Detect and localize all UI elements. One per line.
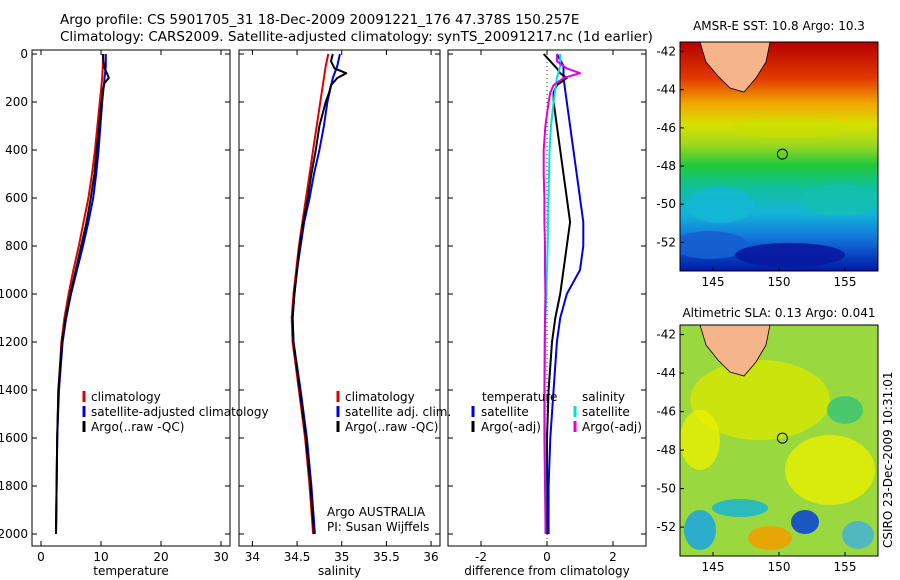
argo-float-marker <box>776 432 788 444</box>
map-y-tick-label: -42 <box>656 328 676 342</box>
map-y-tick-label: -50 <box>656 197 676 211</box>
sla-patch <box>827 396 863 424</box>
map-x-tick-label: 145 <box>702 275 725 289</box>
sla-patch <box>680 410 720 470</box>
y-tick-label: 400 <box>5 143 28 157</box>
map-x-tick-label: 145 <box>702 560 725 574</box>
map-axes: AMSR-E SST: 10.8 Argo: 10.3 145 150 155 -42 -… <box>656 19 875 574</box>
x-tick-label: 35.5 <box>373 550 400 564</box>
series-line-argo-raw-qc- <box>291 53 348 535</box>
series-line-temperature-satellite <box>547 53 585 534</box>
x-tick-label: 20 <box>153 550 168 564</box>
legend-label: climatology <box>91 390 161 404</box>
series-line-climatology <box>55 53 105 535</box>
map-y-tick-label: -48 <box>656 443 676 457</box>
y-tick-label: 1400 <box>0 383 28 397</box>
map-y-tick-label: -42 <box>656 45 676 59</box>
legend-label: Argo(..raw -QC) <box>345 420 438 434</box>
legend-label: climatology <box>345 390 415 404</box>
y-tick-label: 800 <box>5 239 28 253</box>
map-x-tick-label: 155 <box>834 275 857 289</box>
legend-label: Argo(-adj) <box>582 420 642 434</box>
y-tick-label: 600 <box>5 191 28 205</box>
y-tick-label: 1800 <box>0 479 28 493</box>
y-tick-label: 1200 <box>0 335 28 349</box>
sla-map-panel <box>679 324 879 557</box>
sst-patch <box>730 118 850 138</box>
x-tick-label: 34.5 <box>284 550 311 564</box>
salinity-axes-frame <box>238 49 441 547</box>
sst_map-title: AMSR-E SST: 10.8 Argo: 10.3 <box>693 19 865 33</box>
x-axis-label: difference from climatology <box>464 564 630 578</box>
map-y-tick-label: -46 <box>656 405 676 419</box>
map-y-tick-label: -52 <box>656 520 676 534</box>
temperature-axes-frame <box>31 49 231 547</box>
map-y-tick-label: -46 <box>656 121 676 135</box>
sla-patch <box>684 510 716 550</box>
sst-patch <box>735 243 845 267</box>
salinity-panel: 34 34.5 35 35.5 36 salinity climatologysatelli… <box>238 49 451 578</box>
map-x-tick-label: 150 <box>768 275 791 289</box>
legend-heading-salinity: salinity <box>582 390 625 404</box>
y-tick-label: 1600 <box>0 431 28 445</box>
legend-label: Argo(-adj) <box>481 420 541 434</box>
x-tick-label: 30 <box>213 550 228 564</box>
y-tick-label: 200 <box>5 95 28 109</box>
series-line-argo-raw-qc- <box>55 53 110 535</box>
map-x-tick-label: 155 <box>834 560 857 574</box>
sst-patch <box>685 187 755 223</box>
x-axis-label: temperature <box>93 564 168 578</box>
argo-australia-label: Argo AUSTRALIA <box>327 505 426 519</box>
legend-label: satellite <box>582 405 630 419</box>
x-tick-label: 36 <box>423 550 438 564</box>
x-tick-label: 35 <box>334 550 349 564</box>
sla_map-title: Altimetric SLA: 0.13 Argo: 0.041 <box>682 306 875 320</box>
sla-patch <box>785 435 875 505</box>
map-y-tick-label: -50 <box>656 482 676 496</box>
map-x-tick-label: 150 <box>768 560 791 574</box>
legend-label: satellite <box>481 405 529 419</box>
tasmania-coast <box>699 325 771 377</box>
sst-patch <box>680 231 748 259</box>
legend-heading-temperature: temperature <box>482 390 557 404</box>
map-y-tick-label: -48 <box>656 159 676 173</box>
sla-patch <box>842 521 874 549</box>
sla-patch <box>712 499 768 517</box>
temperature-panel: 0 10 20 30 0 200 400 600 800 1000 1200 1400 1600 1800… <box>0 47 269 578</box>
sst-patch <box>800 184 878 216</box>
timestamp-stamp: CSIRO 23-Dec-2009 10:31:01 <box>881 371 895 548</box>
sla-patch <box>791 510 819 534</box>
tasmania-coast <box>699 42 771 93</box>
x-tick-label: 10 <box>93 550 108 564</box>
y-tick-label: 0 <box>20 47 28 61</box>
argo-float-marker <box>776 148 788 160</box>
x-tick-label: 2 <box>609 550 617 564</box>
sst-map-panel <box>679 41 879 272</box>
series-line-salinity-argo-adj- <box>542 54 581 535</box>
map-y-tick-label: -52 <box>656 235 676 249</box>
map-y-tick-label: -44 <box>656 83 676 97</box>
legend-label: Argo(..raw -QC) <box>91 420 184 434</box>
x-tick-label: -2 <box>475 550 487 564</box>
y-tick-label: 1000 <box>0 287 28 301</box>
x-tick-label: 0 <box>37 550 45 564</box>
x-tick-label: 34 <box>245 550 260 564</box>
legend-label: satellite adj. clim. <box>345 405 451 419</box>
sla-patch <box>690 360 830 440</box>
x-axis-label: salinity <box>318 564 361 578</box>
sla-patch <box>748 526 792 550</box>
map-y-tick-label: -44 <box>656 366 676 380</box>
legend-label: satellite-adjusted climatology <box>91 405 269 419</box>
figure-title-line-2: Climatology: CARS2009. Satellite-adjuste… <box>60 29 653 45</box>
pi-label: PI: Susan Wijffels <box>327 520 429 534</box>
x-tick-label: 0 <box>543 550 551 564</box>
y-tick-label: 2000 <box>0 527 28 541</box>
series-line-temperature-argo-adj- <box>542 53 572 534</box>
figure-title-line-1: Argo profile: CS 5901705_31 18-Dec-2009 … <box>60 12 580 28</box>
